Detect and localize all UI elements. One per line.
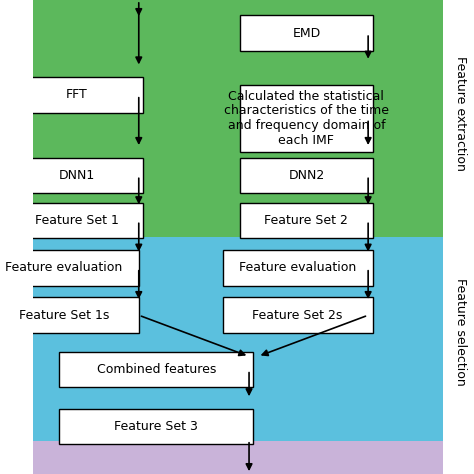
FancyBboxPatch shape [223,298,373,333]
FancyBboxPatch shape [33,0,443,237]
Text: Calculated the statistical
characteristics of the time
and frequency domain of
e: Calculated the statistical characteristi… [224,90,389,147]
Text: EMD: EMD [292,27,320,40]
FancyBboxPatch shape [11,77,143,113]
FancyBboxPatch shape [11,158,143,193]
FancyBboxPatch shape [240,85,373,152]
Text: DNN1: DNN1 [59,169,95,182]
FancyBboxPatch shape [240,158,373,193]
FancyBboxPatch shape [240,15,373,51]
Text: Feature Set 1s: Feature Set 1s [18,309,109,322]
Text: Combined features: Combined features [97,363,216,376]
Text: Feature evaluation: Feature evaluation [239,261,356,274]
Text: Feature Set 1: Feature Set 1 [35,214,119,227]
Text: Feature evaluation: Feature evaluation [5,261,122,274]
Text: Feature selection: Feature selection [454,278,467,386]
FancyBboxPatch shape [0,250,139,285]
FancyBboxPatch shape [223,250,373,285]
Text: Feature extraction: Feature extraction [454,56,467,171]
FancyBboxPatch shape [59,409,254,445]
Text: FFT: FFT [66,88,88,101]
FancyBboxPatch shape [240,203,373,238]
FancyBboxPatch shape [59,352,254,388]
Text: Feature Set 3: Feature Set 3 [115,420,198,433]
FancyBboxPatch shape [11,203,143,238]
FancyBboxPatch shape [33,441,443,474]
Text: Feature Set 2s: Feature Set 2s [252,309,343,322]
FancyBboxPatch shape [33,237,443,441]
Text: Feature Set 2: Feature Set 2 [264,214,348,227]
Text: DNN2: DNN2 [288,169,325,182]
FancyBboxPatch shape [0,298,139,333]
